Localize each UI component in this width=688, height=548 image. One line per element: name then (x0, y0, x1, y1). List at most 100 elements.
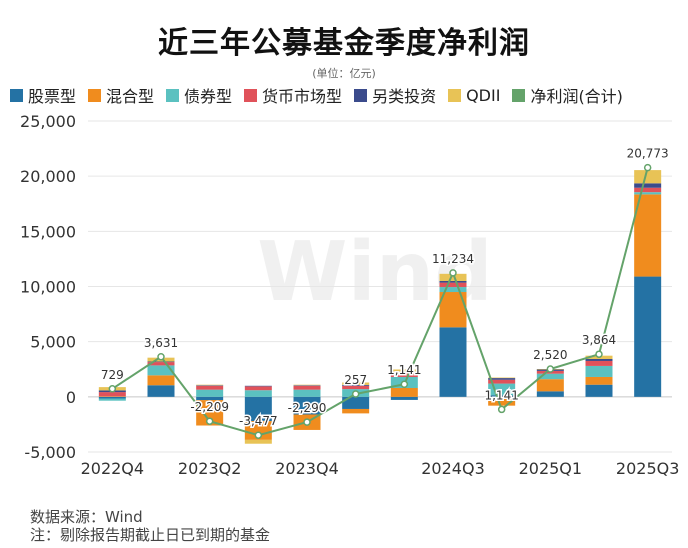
bar-segment (585, 360, 613, 366)
bar-segment (634, 183, 662, 188)
footnote: 注：剔除报告期截止日已到期的基金 (30, 526, 271, 544)
bar-segment (147, 375, 175, 386)
legend-label-stock: 股票型 (28, 87, 77, 106)
bar-segment (244, 386, 272, 391)
bar-segment (488, 383, 516, 396)
bar-segment (439, 280, 467, 283)
legend-swatch-money-market (244, 88, 258, 102)
bar-segment (634, 170, 662, 184)
bar-segment (439, 327, 467, 397)
unit-label: (单位：亿元) (312, 67, 376, 80)
bar-segment (488, 379, 516, 384)
bar-segment (439, 287, 467, 293)
bar-segment (293, 385, 321, 390)
bar-segment (634, 187, 662, 193)
bar-segment (390, 371, 418, 373)
bar-segment (147, 361, 175, 363)
legend-item-alternative: 另类投资 (354, 83, 436, 107)
net-profit-data-label: -2,209 (190, 400, 229, 414)
net-profit-point (643, 163, 652, 172)
net-profit-data-label: -2,290 (288, 401, 327, 415)
legend-swatch-stock (10, 88, 23, 102)
bar-segment (196, 389, 224, 397)
bar-segment (98, 392, 126, 397)
y-tick-label: 20,000 (20, 167, 76, 186)
legend-swatch-qdii (448, 88, 462, 102)
net-profit-point (108, 385, 117, 393)
bar-segment (147, 362, 175, 366)
bar-segment (147, 365, 175, 376)
bar-segment (439, 273, 467, 281)
bar-segment (196, 385, 224, 390)
x-tick-label: 2025Q3 (616, 459, 680, 478)
bar-segment (244, 385, 272, 387)
bar-segment (342, 384, 370, 386)
x-tick-label: 2025Q1 (519, 459, 583, 478)
legend-swatch-alternative (354, 88, 368, 102)
x-tick-label: 2022Q4 (81, 459, 145, 478)
legend-label-hybrid: 混合型 (106, 87, 155, 106)
net-profit-point (546, 365, 555, 373)
legend-item-money-market: 货币市场型 (244, 83, 342, 107)
net-profit-point (400, 380, 409, 388)
x-tick-label: 2023Q2 (178, 459, 242, 478)
x-tick-label: 2023Q4 (275, 459, 339, 478)
legend-swatch-bond (166, 88, 180, 102)
data-source: 数据来源：Wind (30, 508, 143, 526)
bar-segment (390, 372, 418, 377)
net-profit-data-label: 3,631 (144, 336, 178, 350)
net-profit-data-label: 11,234 (432, 252, 474, 266)
x-tick-label: 2024Q3 (421, 459, 485, 478)
bar-segment (244, 390, 272, 397)
net-profit-data-label: 3,864 (582, 333, 616, 347)
net-profit-line (111, 167, 649, 437)
y-tick-label: -5,000 (24, 443, 76, 462)
legend-label-qdii: QDII (466, 85, 501, 105)
bar-segment (147, 385, 175, 397)
net-profit-point (254, 431, 263, 439)
net-profit-data-label: -3,477 (239, 414, 278, 428)
net-profit-point (351, 390, 360, 398)
bar-segment (293, 389, 321, 397)
bar-segment (293, 385, 321, 386)
bar-segment (634, 276, 662, 397)
net-profit-point (205, 417, 214, 425)
bar-segment (244, 439, 272, 444)
legend-item-net-profit: 净利润(合计) (512, 83, 623, 107)
net-profit-data-label: 729 (101, 368, 124, 382)
bar-segment (488, 395, 516, 397)
net-profit-point (595, 350, 603, 358)
bar-segment (244, 421, 272, 440)
net-profit-data-label: 1,141 (484, 388, 518, 402)
bar-segment (488, 378, 516, 380)
bar-segment (390, 388, 418, 397)
y-tick-label: 0 (66, 388, 76, 407)
bar-segment (634, 194, 662, 277)
bar-segment (98, 396, 126, 397)
bar-segment (98, 398, 126, 401)
net-profit-point (303, 418, 311, 426)
net-profit-point (157, 353, 165, 361)
bar-segment (585, 376, 613, 385)
legend: 股票型 混合型 债券型 货币市场型 另类投资 QDII 净利润(合计) (10, 83, 682, 107)
bar-segment (536, 379, 564, 392)
legend-item-stock: 股票型 (10, 83, 76, 107)
bar-segment (390, 396, 418, 400)
bar-segment (634, 192, 662, 195)
bar-segment (342, 382, 370, 385)
bar-segment (98, 396, 126, 399)
legend-swatch-hybrid (88, 88, 102, 102)
net-profit-point (449, 269, 457, 277)
bar-segment (536, 391, 564, 397)
bar-segment (536, 373, 564, 380)
y-tick-label: 25,000 (20, 112, 76, 131)
legend-item-hybrid: 混合型 (88, 83, 154, 107)
bar-segment (585, 365, 613, 377)
net-profit-data-label: 257 (344, 373, 367, 387)
net-profit-data-label: 2,520 (533, 348, 567, 362)
legend-swatch-net-profit (512, 88, 526, 102)
net-profit-point (497, 405, 506, 414)
bar-segment (342, 408, 370, 414)
net-profit-data-label: 1,141 (387, 363, 421, 377)
